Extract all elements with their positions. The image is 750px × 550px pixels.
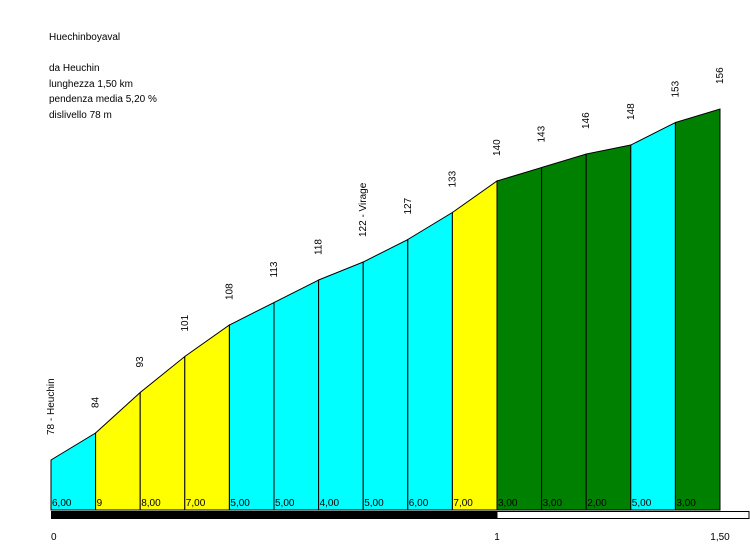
km-bar-empty bbox=[496, 511, 750, 519]
elevation-label: 153 bbox=[670, 80, 681, 97]
elevation-label: 127 bbox=[403, 197, 414, 214]
segment-grade-label: 3,00 bbox=[543, 498, 563, 509]
segment-grade-label: 9 bbox=[97, 498, 103, 509]
elevation-label: 78 - Heuchin bbox=[46, 378, 57, 435]
segment-grade-label: 5,00 bbox=[275, 498, 295, 509]
x-tick-label: 1 bbox=[494, 532, 500, 543]
profile-segment bbox=[184, 324, 230, 511]
elevation-label: 146 bbox=[581, 112, 592, 129]
elevation-label: 133 bbox=[447, 170, 458, 187]
profile-segment bbox=[451, 180, 498, 511]
x-tick-label: 1,50 bbox=[710, 532, 730, 543]
segment-grade-label: 5,00 bbox=[364, 498, 384, 509]
climb-avg-grade: pendenza media 5,20 % bbox=[49, 94, 157, 105]
profile-segment bbox=[362, 238, 409, 511]
profile-segment bbox=[95, 391, 141, 511]
segment-grade-label: 7,00 bbox=[453, 498, 473, 509]
elevation-label: 101 bbox=[180, 314, 191, 331]
elevation-labels-layer: 6,00 9 8,00 7,00 5,00 5,00 4,00 5,00 6,00 7,00 3,0… bbox=[46, 67, 726, 509]
segment-grade-label: 6,00 bbox=[52, 498, 72, 509]
km-bar-filled bbox=[51, 511, 497, 519]
km-axis: 0 1 1,50 bbox=[51, 511, 750, 543]
climb-title: Huechinboyaval bbox=[49, 32, 121, 43]
elevation-label: 118 bbox=[314, 239, 325, 255]
profile-segment bbox=[674, 108, 721, 511]
segment-grade-label: 6,00 bbox=[409, 498, 429, 509]
segment-grade-label: 2,00 bbox=[587, 498, 607, 509]
profile-segment bbox=[139, 355, 186, 511]
climb-elevation-gain: dislivello 78 m bbox=[49, 109, 112, 121]
climb-info: Huechinboyaval da Heuchin lunghezza 1,50… bbox=[49, 30, 157, 123]
profile-segment bbox=[318, 261, 364, 511]
profile-segment bbox=[228, 301, 275, 511]
segments-layer bbox=[50, 108, 721, 511]
segment-grade-label: 3,00 bbox=[676, 498, 696, 509]
elevation-label: 140 bbox=[492, 139, 503, 156]
climb-length: lunghezza 1,50 km bbox=[49, 78, 133, 90]
profile-segment bbox=[496, 166, 543, 511]
profile-segment bbox=[630, 121, 676, 511]
climb-start: da Heuchin bbox=[49, 63, 100, 74]
segment-grade-label: 8,00 bbox=[141, 498, 161, 509]
profile-segment bbox=[585, 144, 632, 511]
elevation-label: 143 bbox=[537, 125, 548, 142]
segment-grade-label: 4,00 bbox=[320, 498, 340, 509]
elevation-label: 93 bbox=[135, 356, 146, 368]
segment-grade-label: 3,00 bbox=[498, 498, 518, 509]
elevation-label: 148 bbox=[626, 103, 637, 120]
profile-segment bbox=[541, 153, 587, 511]
elevation-label: 84 bbox=[91, 396, 102, 408]
elevation-label: 108 bbox=[224, 283, 235, 300]
segment-grade-label: 5,00 bbox=[632, 498, 652, 509]
elevation-label: 122 - Virage bbox=[358, 182, 369, 237]
elevation-label: 113 bbox=[269, 261, 280, 277]
segment-grade-label: 7,00 bbox=[186, 498, 206, 509]
profile-segment bbox=[273, 279, 320, 511]
elevation-label: 156 bbox=[715, 67, 726, 84]
profile-segment bbox=[407, 211, 453, 511]
segment-grade-label: 5,00 bbox=[230, 498, 250, 509]
x-tick-label: 0 bbox=[51, 532, 57, 543]
